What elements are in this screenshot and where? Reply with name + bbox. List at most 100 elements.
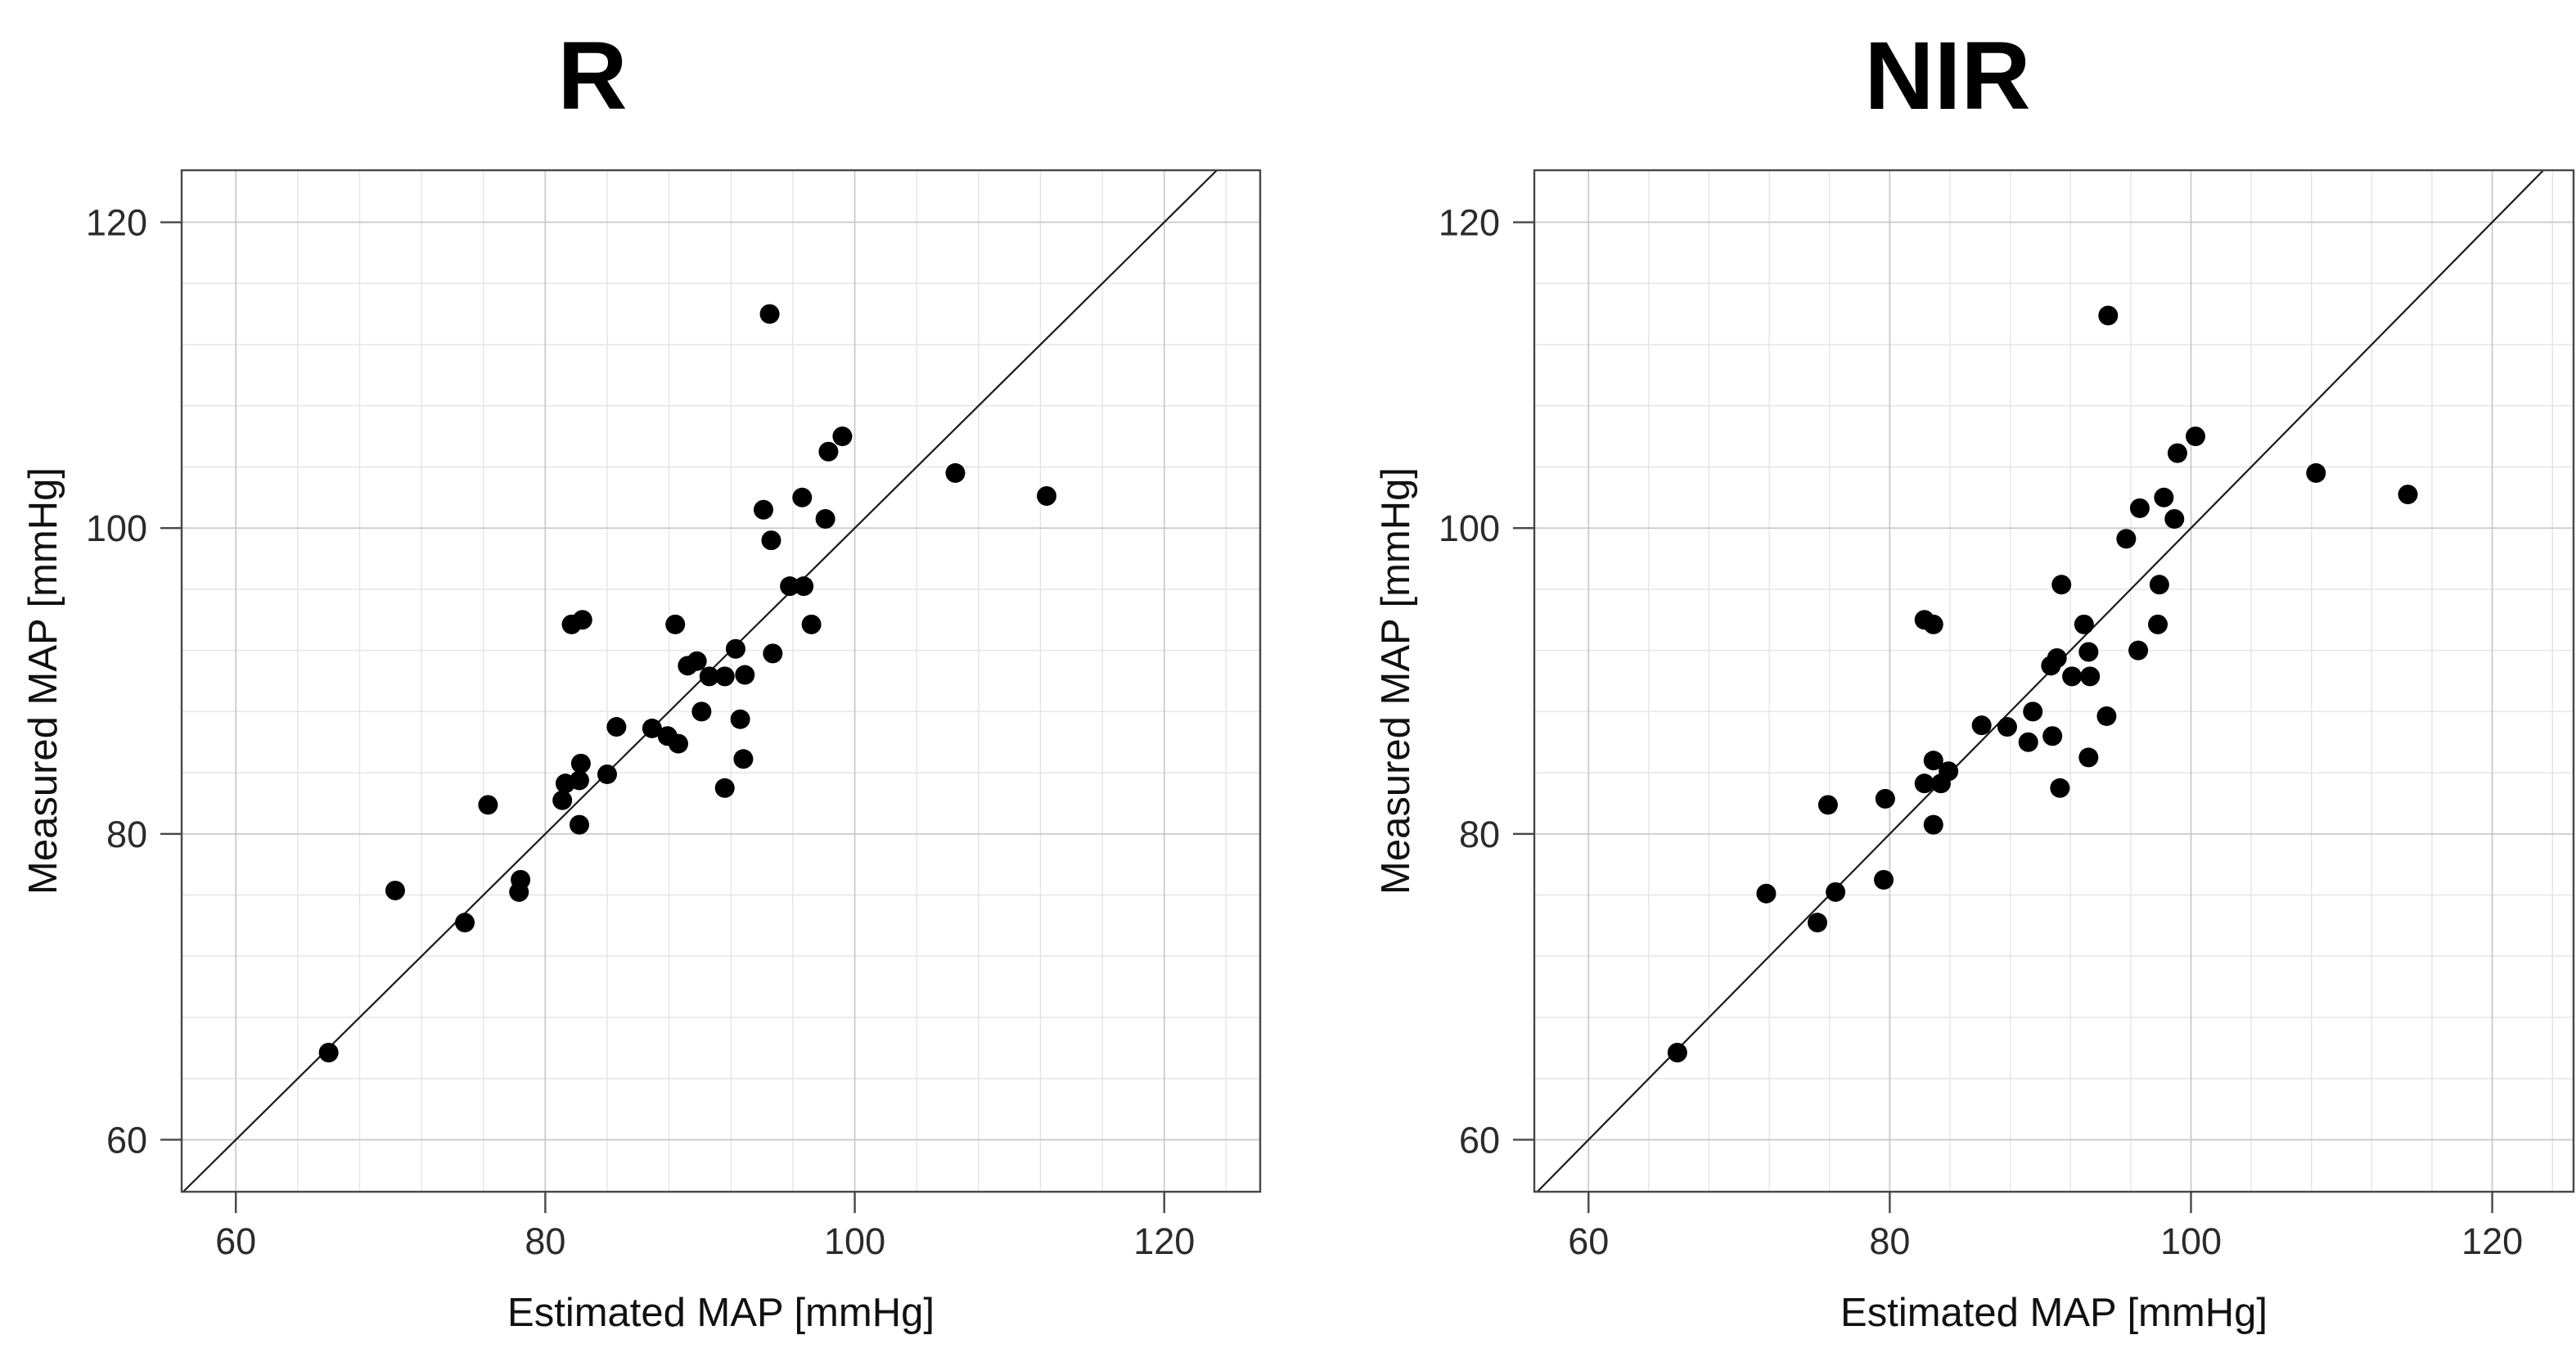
data-point bbox=[509, 882, 529, 902]
data-point bbox=[642, 718, 662, 738]
data-point bbox=[801, 614, 822, 634]
data-point bbox=[597, 764, 618, 784]
data-point bbox=[2018, 732, 2038, 752]
x-tick-label: 100 bbox=[824, 1220, 885, 1262]
x-tick-label: 60 bbox=[1568, 1220, 1609, 1262]
data-point bbox=[1667, 1042, 1687, 1062]
data-point bbox=[570, 753, 591, 773]
data-point bbox=[1923, 614, 1943, 634]
y-tick-label: 120 bbox=[86, 202, 147, 244]
data-point bbox=[2047, 647, 2067, 668]
data-point bbox=[2062, 666, 2083, 687]
data-point bbox=[725, 638, 745, 659]
panel-r-y-axis-label: Measured MAP [mmHg] bbox=[21, 467, 65, 895]
data-point bbox=[1923, 814, 1943, 835]
data-point bbox=[818, 441, 839, 462]
data-point bbox=[2128, 640, 2149, 661]
data-point bbox=[1930, 773, 1951, 794]
data-point bbox=[2398, 485, 2418, 505]
data-point bbox=[1914, 773, 1934, 794]
data-point bbox=[2116, 529, 2137, 549]
y-tick-label: 120 bbox=[1439, 202, 1500, 244]
data-point bbox=[606, 717, 627, 737]
y-tick-label: 100 bbox=[86, 507, 147, 549]
data-point bbox=[733, 749, 754, 769]
data-point bbox=[2167, 443, 2187, 463]
plot-frame bbox=[180, 169, 1262, 1193]
x-tick-label: 60 bbox=[215, 1220, 256, 1262]
identity-line bbox=[1536, 169, 2544, 1193]
data-point bbox=[1826, 882, 1846, 902]
data-point bbox=[2042, 726, 2063, 746]
data-point bbox=[2078, 747, 2099, 768]
y-tick-label: 80 bbox=[1459, 814, 1500, 855]
data-point bbox=[792, 487, 813, 507]
data-point bbox=[2154, 487, 2174, 507]
data-point bbox=[754, 499, 774, 520]
data-point bbox=[761, 530, 781, 551]
identity-line bbox=[182, 169, 1218, 1193]
x-tick-label: 80 bbox=[525, 1220, 565, 1262]
x-tick-label: 80 bbox=[1869, 1220, 1910, 1262]
panel-nir-title: NIR bbox=[1864, 22, 2031, 130]
data-point bbox=[569, 770, 589, 791]
data-point bbox=[2149, 575, 2169, 595]
plot-frame bbox=[1533, 169, 2575, 1193]
x-tick-label: 100 bbox=[2160, 1220, 2222, 1262]
data-point bbox=[318, 1042, 339, 1062]
data-point bbox=[763, 643, 783, 664]
data-point bbox=[1808, 913, 1828, 933]
data-point bbox=[832, 426, 853, 447]
data-point bbox=[1997, 717, 2017, 737]
data-point bbox=[2129, 498, 2150, 518]
data-point bbox=[759, 304, 780, 324]
data-point bbox=[2051, 575, 2072, 595]
data-point bbox=[2074, 614, 2094, 634]
data-point bbox=[572, 610, 592, 630]
data-point bbox=[794, 576, 814, 597]
y-tick-label: 60 bbox=[1459, 1119, 1500, 1161]
data-point bbox=[668, 733, 688, 754]
data-point bbox=[552, 790, 573, 810]
data-point bbox=[1756, 883, 1777, 904]
data-point bbox=[2098, 305, 2119, 326]
data-point bbox=[2096, 706, 2117, 726]
data-point bbox=[714, 666, 735, 687]
data-point bbox=[2148, 614, 2168, 634]
data-point bbox=[2080, 666, 2101, 687]
data-point bbox=[815, 508, 835, 529]
data-point bbox=[478, 795, 498, 815]
data-point bbox=[699, 666, 719, 687]
data-point bbox=[687, 651, 707, 671]
panel-nir-y-axis-label: Measured MAP [mmHg] bbox=[1374, 467, 1418, 895]
data-point bbox=[385, 880, 405, 900]
data-point bbox=[780, 576, 800, 597]
data-point bbox=[665, 614, 686, 634]
panel-nir-x-axis-label: Estimated MAP [mmHg] bbox=[1840, 1291, 2268, 1335]
x-tick-label: 120 bbox=[2461, 1220, 2523, 1262]
data-point bbox=[1875, 788, 1895, 809]
x-tick-label: 120 bbox=[1133, 1220, 1195, 1262]
data-point bbox=[2164, 508, 2185, 529]
y-tick-label: 100 bbox=[1439, 507, 1500, 549]
data-point bbox=[1923, 751, 1943, 771]
panel-r-title: R bbox=[557, 22, 628, 130]
y-tick-label: 80 bbox=[106, 814, 147, 855]
data-point bbox=[1971, 715, 1992, 736]
data-point bbox=[1874, 869, 1894, 890]
data-point bbox=[714, 778, 735, 798]
y-tick-label: 60 bbox=[106, 1119, 147, 1161]
data-point bbox=[1037, 485, 1057, 506]
panel-r-x-axis-label: Estimated MAP [mmHg] bbox=[507, 1291, 934, 1335]
data-point bbox=[2306, 462, 2326, 483]
data-point bbox=[691, 701, 712, 722]
data-point bbox=[2050, 778, 2070, 798]
data-point bbox=[455, 913, 475, 933]
data-point bbox=[569, 814, 589, 835]
data-point bbox=[2078, 642, 2099, 662]
data-point bbox=[735, 665, 755, 685]
data-point bbox=[730, 709, 750, 729]
data-point bbox=[2186, 426, 2206, 447]
